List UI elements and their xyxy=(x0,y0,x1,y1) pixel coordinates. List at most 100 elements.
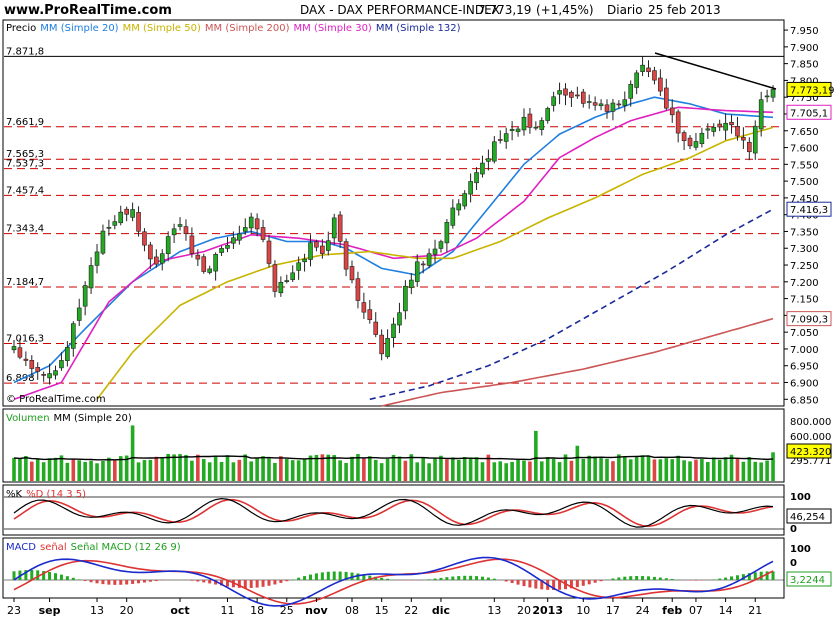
level-label: 7.184,7 xyxy=(6,277,44,288)
candle-body xyxy=(94,251,100,266)
candle-body xyxy=(527,113,533,128)
candle-body xyxy=(308,242,313,260)
candle-body xyxy=(551,96,556,106)
volume-bar xyxy=(113,460,117,481)
macd-hist-bar xyxy=(528,580,532,588)
candle-body xyxy=(770,89,776,98)
candle-body xyxy=(403,285,408,312)
candle-body xyxy=(183,226,189,235)
level-label: 7.537,3 xyxy=(6,159,44,170)
price-tick-label: 7.950 xyxy=(790,26,819,37)
volume-bar xyxy=(107,457,111,481)
stoch-k-line xyxy=(13,497,774,528)
level-label: 7.565,3 xyxy=(6,149,44,160)
candle-body xyxy=(752,125,758,154)
volume-bar xyxy=(427,463,431,481)
volume-bar xyxy=(201,459,206,481)
candle-body xyxy=(575,94,580,97)
volume-bar xyxy=(213,455,218,481)
volume-bar xyxy=(320,454,325,481)
candle-body xyxy=(741,137,746,141)
candle-body xyxy=(503,133,509,142)
candle-body xyxy=(747,141,752,153)
volume-bar xyxy=(136,462,141,481)
volume-bar xyxy=(308,455,313,481)
volume-bar xyxy=(646,456,651,481)
indicator-legend-item: MM (Simple 20) xyxy=(54,413,132,424)
volume-bar xyxy=(302,458,307,481)
price-tick-label: 7.350 xyxy=(790,227,819,238)
indicator-legend-item: %D (14 3 5) xyxy=(26,489,86,500)
macd-hist-bar xyxy=(77,579,81,580)
price-tick-label: 7.850 xyxy=(790,60,819,71)
macd-hist-bar xyxy=(71,577,75,580)
candle-body xyxy=(450,207,456,226)
candle-body xyxy=(154,256,159,265)
volume-bar xyxy=(510,461,514,481)
macd-hist-bar xyxy=(587,580,591,585)
macd-hist-bar xyxy=(510,580,514,584)
candle-body xyxy=(717,123,722,128)
volume-bar xyxy=(617,454,621,481)
level-label: 7.343,4 xyxy=(6,224,44,235)
candle-body xyxy=(658,77,663,92)
macd-hist-bar xyxy=(261,580,265,587)
value-tag xyxy=(786,311,832,327)
volume-bar xyxy=(741,461,746,481)
macd-hist-bar xyxy=(196,580,200,582)
volume-bar xyxy=(462,457,467,481)
volume-bar xyxy=(124,455,129,481)
candle-body xyxy=(17,347,23,358)
volume-bar xyxy=(130,425,135,481)
macd-hist-bar xyxy=(593,580,597,583)
volume-bar xyxy=(154,456,159,481)
volume-bar xyxy=(279,456,283,481)
candle-body xyxy=(675,111,681,134)
candle-body xyxy=(88,265,94,289)
candle-body xyxy=(266,240,272,264)
candle-body xyxy=(586,101,592,103)
candle-body xyxy=(414,261,420,282)
volume-bar xyxy=(569,460,574,481)
macd-hist-bar xyxy=(154,580,158,582)
candle-body xyxy=(272,264,278,292)
value-tag-label: 7.773,19 xyxy=(790,85,835,96)
site-label[interactable]: www.ProRealTime.com xyxy=(4,3,172,18)
volume-bar xyxy=(166,454,170,481)
volume-bar xyxy=(682,460,686,481)
macd-hist-bar xyxy=(30,570,34,580)
macd-hist-bar xyxy=(208,580,212,584)
x-tick-label: sep xyxy=(39,604,61,617)
macd-hist-bar xyxy=(718,578,722,580)
volume-bar xyxy=(332,455,337,481)
macd-hist-bar xyxy=(457,576,461,580)
indicator-tick-label: 100 xyxy=(790,544,811,555)
candle-body xyxy=(598,103,604,107)
macd-hist-bar xyxy=(522,580,526,587)
macd-hist-bar xyxy=(735,575,739,580)
price-legend-item: MM (Simple 132) xyxy=(376,23,461,34)
x-tick-label: 22 xyxy=(404,604,418,617)
volume-bar xyxy=(267,458,271,481)
macd-hist-bar xyxy=(558,580,562,590)
candle-body xyxy=(681,132,687,142)
candle-body xyxy=(231,237,236,244)
volume-bar xyxy=(373,459,378,481)
macd-hist-bar xyxy=(54,573,58,580)
volume-bar xyxy=(445,459,449,481)
candle-body xyxy=(337,214,343,242)
level-label: 7.661,9 xyxy=(6,117,44,128)
price-legend-item: MM (Simple 30) xyxy=(294,23,372,34)
macd-hist-bar xyxy=(237,580,241,588)
volume-bar xyxy=(219,461,224,481)
candle-body xyxy=(497,139,503,141)
indicator-legends: Volumen MM (Simple 20) %K %D (14 3 5) MACD se… xyxy=(6,413,181,553)
volume-bar xyxy=(172,454,176,481)
candle-body xyxy=(171,228,177,236)
x-tick-label: 17 xyxy=(606,604,620,617)
indicator-legend-item: %K xyxy=(6,489,23,500)
level-label: 7.016,3 xyxy=(6,333,44,344)
x-tick-label: 15 xyxy=(375,604,389,617)
volume-bar xyxy=(528,461,532,481)
volume-tag xyxy=(786,443,832,459)
